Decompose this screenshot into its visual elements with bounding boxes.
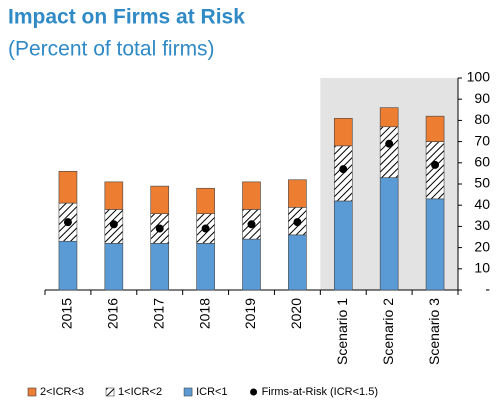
legend-marker [250,388,258,396]
risk-dot [293,218,302,227]
x-tick-label: 2015 [59,298,75,329]
y-tick-label: 10 [474,260,490,276]
risk-dot [431,160,440,169]
risk-dot [109,220,118,229]
bar-segment [333,145,353,202]
y-tick-label: 40 [474,196,490,212]
x-tick-label: 2016 [105,298,121,329]
bar-segment [288,234,307,291]
bar-segment [242,238,261,291]
y-tick-label: 100 [467,69,491,85]
legend-label: 1<ICR<2 [118,386,162,398]
bar-segment [196,187,215,214]
bar-segment [425,198,445,291]
x-tick-label: 2017 [150,298,166,329]
chart-title: Impact on Firms at Risk [8,6,245,29]
x-tick-label: 2019 [242,298,258,329]
bar-segment [58,240,78,291]
y-tick-label: 20 [474,238,490,254]
y-tick-label: 80 [474,111,490,127]
x-tick-label: Scenario 3 [426,298,442,365]
bar-segment [104,243,124,291]
x-tick-label: 2018 [196,298,212,329]
bar-segment [58,170,78,204]
x-tick-label: Scenario 1 [334,298,350,365]
y-tick-label: 30 [474,217,490,233]
bar-segment [379,107,399,128]
bar-segment [150,185,170,214]
legend-swatch [105,387,115,397]
bar-segment [150,243,170,291]
y-tick-label: - [485,281,490,297]
bar-segment [196,243,215,291]
bar-segment [104,181,124,210]
risk-dot [63,218,72,227]
risk-dot [385,139,394,148]
bar-segment [333,117,353,147]
legend-label: Firms-at-Risk (ICR<1.5) [262,386,378,398]
bar-segment [379,126,399,178]
bar-segment [288,179,307,208]
risk-dot [339,165,348,174]
y-tick-label: 50 [474,175,490,191]
risk-dot [201,224,210,233]
y-tick-label: 70 [474,132,490,148]
bar-segment [425,141,445,200]
legend-label: 2<ICR<3 [40,386,84,398]
y-tick-label: 90 [474,90,490,106]
risk-dot [155,224,164,233]
legend-swatch [183,387,193,397]
bar-segment [425,115,445,142]
y-tick-label: 60 [474,154,490,170]
bar-segment [333,200,353,291]
legend-swatch [27,387,37,397]
x-tick-label: Scenario 2 [380,298,396,365]
legend-label: ICR<1 [196,386,228,398]
bar-segment [379,177,399,291]
bar-segment [242,181,261,210]
x-tick-label: 2020 [288,298,304,329]
chart-subtitle: (Percent of total firms) [8,38,215,61]
risk-dot [247,220,256,229]
